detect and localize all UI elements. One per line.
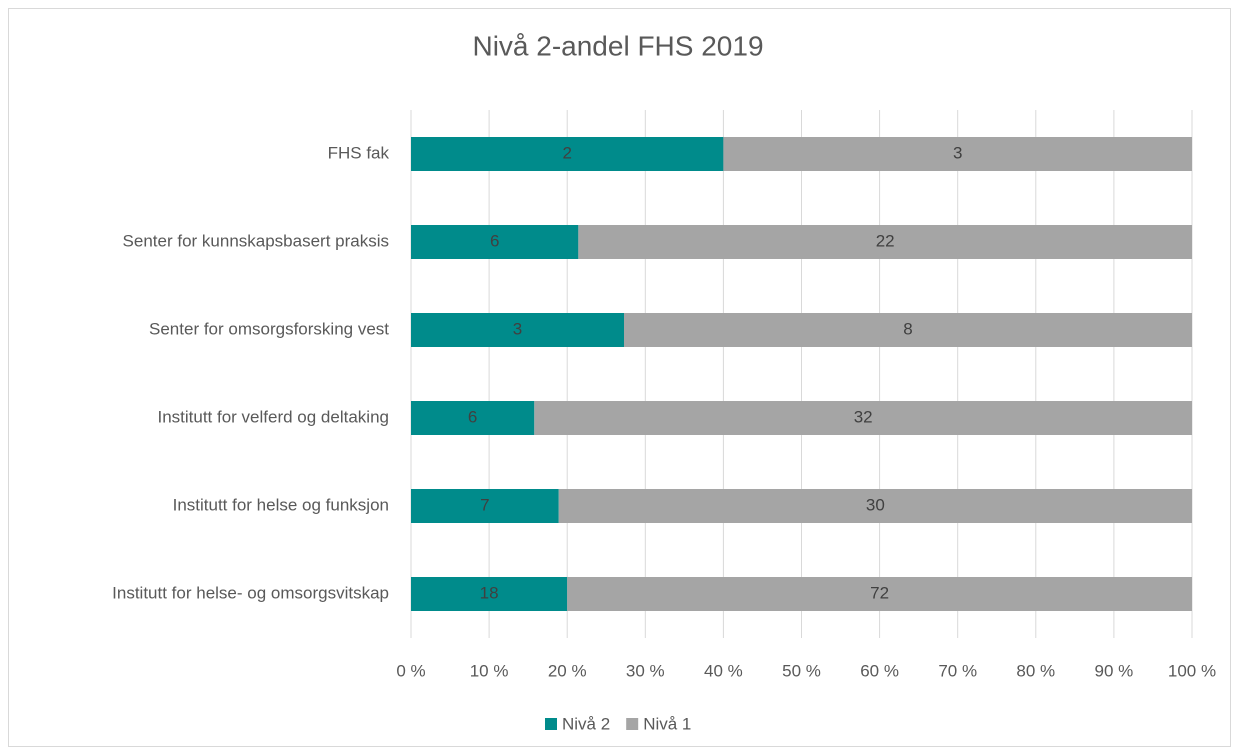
data-label: 32 [854,407,873,426]
y-tick-label: Senter for omsorgsforsking vest [149,319,389,338]
bar-segment [578,225,1192,259]
data-label: 22 [876,231,895,250]
x-tick-label: 80 % [1016,661,1055,680]
bar-segment [411,401,535,435]
bar-segment [411,313,624,347]
data-label: 18 [480,583,499,602]
bar-segment [411,489,559,523]
y-tick-label: Institutt for helse- og omsorgsvitskap [112,583,389,602]
data-label: 3 [513,319,522,338]
data-label: 8 [903,319,912,338]
y-tick-label: FHS fak [328,143,390,162]
y-tick-label: Senter for kunnskapsbasert praksis [123,231,389,250]
x-tick-label: 0 % [396,661,425,680]
data-label: 2 [562,143,571,162]
x-tick-label: 40 % [704,661,743,680]
x-tick-label: 100 % [1168,661,1216,680]
x-tick-label: 70 % [938,661,977,680]
data-label: 7 [480,495,489,514]
data-label: 30 [866,495,885,514]
bar-segment [567,577,1192,611]
bar-segment [624,313,1192,347]
bar-segment [411,577,568,611]
legend-swatch [626,718,639,730]
data-label: 6 [490,231,499,250]
chart-title: Nivå 2-andel FHS 2019 [472,30,763,61]
bar-segment [558,489,1192,523]
legend-label: Nivå 2 [562,714,610,733]
data-label: 3 [953,143,962,162]
x-tick-label: 30 % [626,661,665,680]
bar-segment [534,401,1192,435]
x-tick-label: 50 % [782,661,821,680]
x-tick-label: 10 % [470,661,509,680]
x-tick-label: 90 % [1095,661,1134,680]
x-tick-label: 60 % [860,661,899,680]
y-tick-label: Institutt for velferd og deltaking [157,407,389,426]
legend-label: Nivå 1 [643,714,691,733]
chart-border [8,8,1231,747]
bar-segment [723,137,1192,171]
legend-swatch [545,718,557,730]
bar-segment [411,225,579,259]
x-tick-label: 20 % [548,661,587,680]
data-label: 72 [870,583,889,602]
bar-segment [411,137,724,171]
data-label: 6 [468,407,477,426]
y-tick-label: Institutt for helse og funksjon [173,495,389,514]
